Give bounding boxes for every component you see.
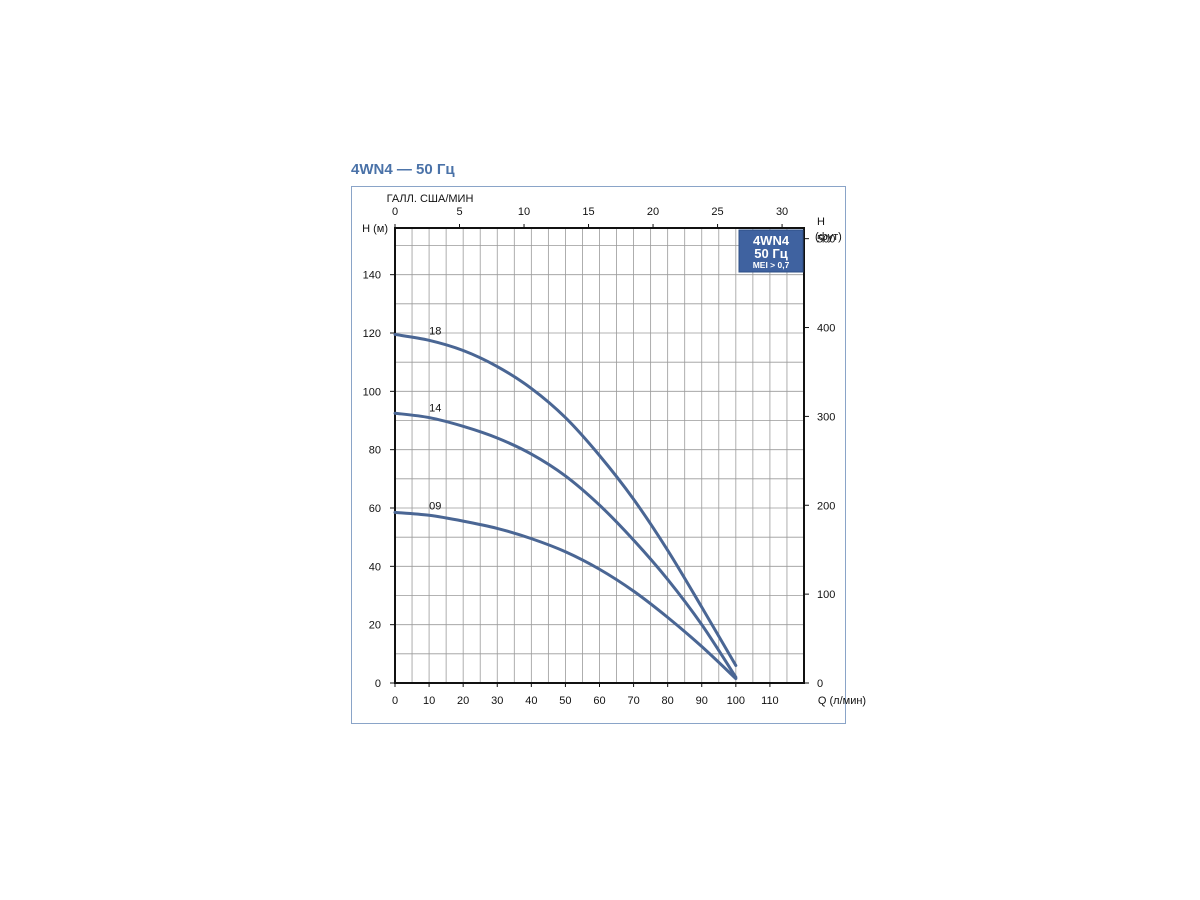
grid xyxy=(395,228,804,683)
x-top-tick-label: 0 xyxy=(392,206,398,218)
x-tick-label: 40 xyxy=(525,695,537,707)
x-tick-label: 20 xyxy=(457,695,469,707)
y2-tick-label: 200 xyxy=(817,500,835,512)
x-tick-label: 60 xyxy=(593,695,605,707)
series xyxy=(393,332,738,681)
chart-frame xyxy=(351,186,846,724)
x-top-tick-label: 10 xyxy=(518,206,530,218)
y-tick-label: 60 xyxy=(369,503,381,515)
x-tick-label: 10 xyxy=(423,695,435,707)
chart-title: 4WN4 — 50 Гц xyxy=(351,161,455,178)
x-top-tick-label: 30 xyxy=(776,206,788,218)
x-top-tick-label: 20 xyxy=(647,206,659,218)
y2-tick-label: 100 xyxy=(817,589,835,601)
y-tick-label: 80 xyxy=(369,445,381,457)
y-tick-label: 20 xyxy=(369,620,381,632)
x-tick-label: 100 xyxy=(727,695,745,707)
series-label-18: 18 xyxy=(429,325,441,337)
series-line-09 xyxy=(393,510,738,681)
axes xyxy=(390,224,809,687)
y-tick-label: 140 xyxy=(363,270,381,282)
y2-axis-label-top: H xyxy=(817,216,825,228)
x-top-tick-label: 25 xyxy=(711,206,723,218)
y-tick-label: 100 xyxy=(363,386,381,398)
series-line-18 xyxy=(393,332,738,667)
y-axis-label: H (м) xyxy=(362,223,388,235)
x-tick-label: 90 xyxy=(696,695,708,707)
x-tick-label: 0 xyxy=(392,695,398,707)
y-tick-label: 0 xyxy=(375,678,381,690)
y2-tick-label: 400 xyxy=(817,323,835,335)
series-label-09: 09 xyxy=(429,500,441,512)
x-tick-label: 80 xyxy=(662,695,674,707)
badge-line3: MEI > 0,7 xyxy=(753,260,790,270)
y2-tick-label: 300 xyxy=(817,411,835,423)
series-label-14: 14 xyxy=(429,403,441,415)
series-line-14 xyxy=(393,411,738,679)
y2-tick-label: 0 xyxy=(817,678,823,690)
x-top-tick-label: 15 xyxy=(582,206,594,218)
x-top-tick-label: 5 xyxy=(456,206,462,218)
y-tick-label: 120 xyxy=(363,328,381,340)
x-top-axis-label: ГАЛЛ. США/МИН xyxy=(387,193,474,205)
badge-line1: 4WN4 xyxy=(753,233,790,248)
x-tick-label: 70 xyxy=(627,695,639,707)
badge-line2: 50 Гц xyxy=(754,246,787,261)
y2-axis-label-bottom: (фут) xyxy=(815,231,842,243)
badge-box xyxy=(738,229,804,273)
y-tick-label: 40 xyxy=(369,561,381,573)
x-axis-label: Q (л/мин) xyxy=(818,695,866,707)
tick-labels: 0 10 20 30 40 50 60 70 80 90 100 110 Q (л/мин) 0 5 10 15… xyxy=(362,193,866,707)
x-tick-label: 30 xyxy=(491,695,503,707)
x-tick-label: 110 xyxy=(761,695,779,707)
y2-tick-label: 500 xyxy=(817,234,835,246)
x-tick-label: 50 xyxy=(559,695,571,707)
